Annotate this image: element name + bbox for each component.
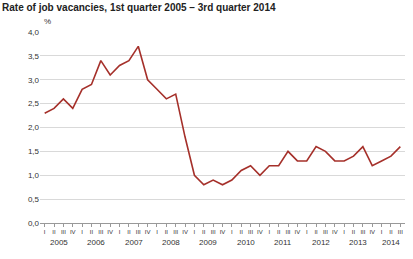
svg-text:II: II bbox=[352, 229, 356, 235]
svg-text:II: II bbox=[314, 229, 318, 235]
svg-text:I: I bbox=[119, 229, 121, 235]
svg-text:2011: 2011 bbox=[274, 238, 292, 247]
svg-text:III: III bbox=[360, 229, 365, 235]
svg-text:IV: IV bbox=[295, 229, 301, 235]
svg-text:2010: 2010 bbox=[237, 238, 255, 247]
svg-text:1,5: 1,5 bbox=[28, 147, 40, 156]
svg-text:2,0: 2,0 bbox=[28, 123, 40, 132]
svg-text:III: III bbox=[211, 229, 216, 235]
svg-text:Rate of job vacancies, 1st qua: Rate of job vacancies, 1st quarter 2005 … bbox=[2, 2, 276, 13]
svg-text:I: I bbox=[81, 229, 83, 235]
svg-text:II: II bbox=[277, 229, 281, 235]
svg-text:III: III bbox=[173, 229, 178, 235]
svg-text:II: II bbox=[240, 229, 244, 235]
svg-text:II: II bbox=[52, 229, 56, 235]
svg-text:2,5: 2,5 bbox=[28, 99, 40, 108]
svg-text:I: I bbox=[231, 229, 233, 235]
svg-text:III: III bbox=[398, 229, 403, 235]
svg-text:3,0: 3,0 bbox=[28, 76, 40, 85]
svg-text:II: II bbox=[202, 229, 206, 235]
svg-text:III: III bbox=[286, 229, 291, 235]
svg-text:IV: IV bbox=[182, 229, 188, 235]
svg-text:2005: 2005 bbox=[50, 238, 68, 247]
svg-text:IV: IV bbox=[145, 229, 151, 235]
svg-text:3,5: 3,5 bbox=[28, 52, 40, 61]
svg-text:2012: 2012 bbox=[312, 238, 330, 247]
svg-text:4,0: 4,0 bbox=[28, 28, 40, 37]
svg-text:IV: IV bbox=[332, 229, 338, 235]
svg-text:IV: IV bbox=[220, 229, 226, 235]
svg-text:III: III bbox=[248, 229, 253, 235]
svg-text:IV: IV bbox=[70, 229, 76, 235]
svg-text:III: III bbox=[136, 229, 141, 235]
svg-text:IV: IV bbox=[369, 229, 375, 235]
svg-text:I: I bbox=[156, 229, 158, 235]
svg-text:2009: 2009 bbox=[199, 238, 217, 247]
svg-text:IV: IV bbox=[257, 229, 263, 235]
svg-text:2006: 2006 bbox=[87, 238, 105, 247]
svg-text:I: I bbox=[381, 229, 383, 235]
svg-text:IV: IV bbox=[107, 229, 113, 235]
svg-text:II: II bbox=[90, 229, 94, 235]
svg-text:II: II bbox=[165, 229, 169, 235]
svg-text:II: II bbox=[389, 229, 393, 235]
svg-text:%: % bbox=[44, 17, 51, 26]
svg-text:I: I bbox=[44, 229, 46, 235]
svg-text:2008: 2008 bbox=[162, 238, 180, 247]
svg-text:I: I bbox=[343, 229, 345, 235]
svg-text:2013: 2013 bbox=[349, 238, 367, 247]
svg-text:III: III bbox=[98, 229, 103, 235]
svg-text:0,5: 0,5 bbox=[28, 195, 40, 204]
svg-text:III: III bbox=[323, 229, 328, 235]
svg-text:I: I bbox=[268, 229, 270, 235]
svg-text:I: I bbox=[194, 229, 196, 235]
svg-text:2014: 2014 bbox=[382, 238, 400, 247]
svg-text:I: I bbox=[306, 229, 308, 235]
svg-text:0,0: 0,0 bbox=[28, 219, 40, 228]
svg-text:1,0: 1,0 bbox=[28, 171, 40, 180]
svg-text:III: III bbox=[61, 229, 66, 235]
svg-text:II: II bbox=[127, 229, 131, 235]
svg-text:2007: 2007 bbox=[125, 238, 143, 247]
